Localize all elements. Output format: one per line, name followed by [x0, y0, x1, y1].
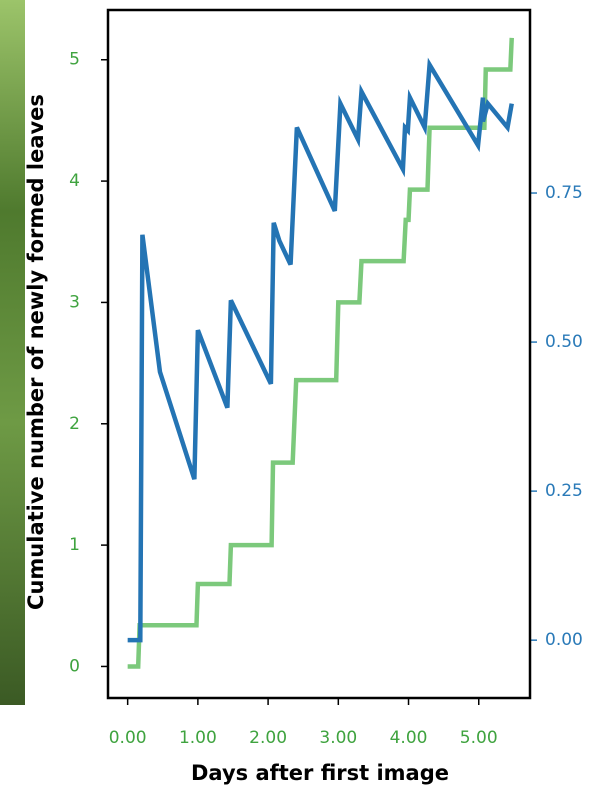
x-tick-label: 2.00: [249, 728, 287, 748]
background-photo-strip: [0, 0, 25, 705]
y-tick-label: 3: [69, 292, 80, 312]
x-tick-label: 1.00: [179, 728, 217, 748]
y-axis-label: Cumulative number of newly formed leaves: [24, 94, 48, 610]
y-tick-label: 0: [69, 656, 80, 676]
x-axis-label: Days after first image: [191, 761, 449, 785]
y2-tick-label: 0.25: [545, 481, 583, 501]
chart: Cumulative number of newly formed leaves…: [0, 0, 615, 790]
x-tick-label: 4.00: [390, 728, 428, 748]
y-tick-label: 4: [69, 171, 80, 191]
y2-tick-label: 0.50: [545, 332, 583, 352]
y-tick-label: 2: [69, 414, 80, 434]
page: {"chart_data": {"type": "line", "xlabel"…: [0, 0, 615, 790]
y-tick-label: 5: [69, 50, 80, 70]
y-tick-label: 1: [69, 535, 80, 555]
data-line: [128, 38, 512, 667]
x-tick-label: 0.00: [109, 728, 147, 748]
x-tick-label: 5.00: [460, 728, 498, 748]
y2-tick-label: 0.75: [545, 183, 583, 203]
x-tick-label: 3.00: [319, 728, 357, 748]
plot-frame: [108, 10, 530, 698]
data-line: [128, 65, 512, 640]
y2-tick-label: 0.00: [545, 630, 583, 650]
